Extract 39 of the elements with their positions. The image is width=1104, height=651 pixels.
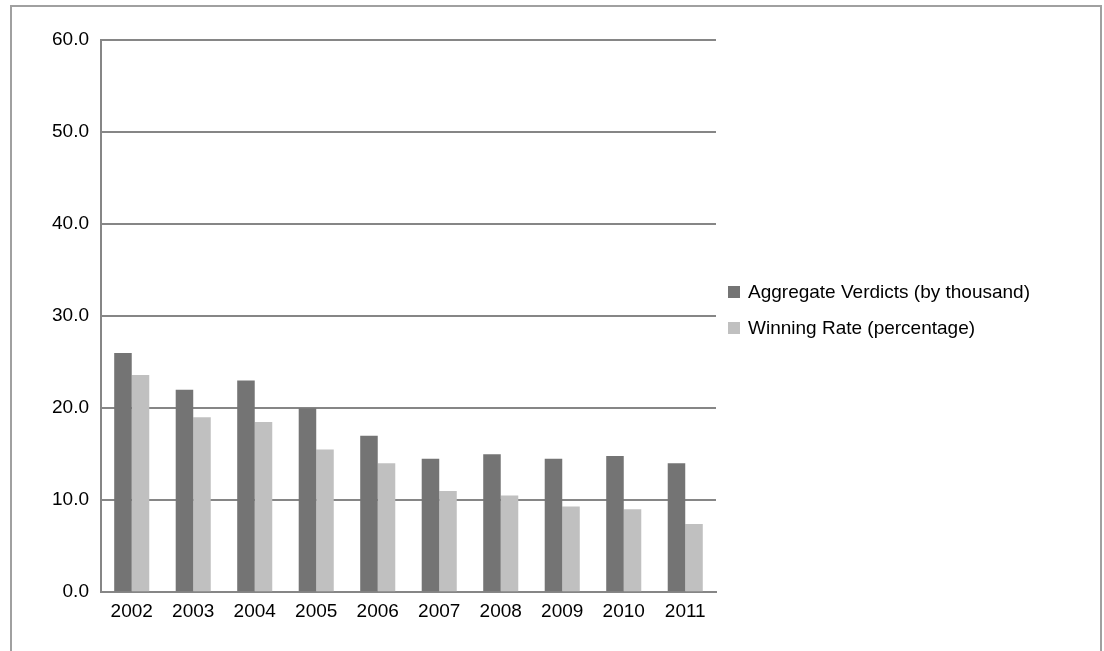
- y-tick-label: 0.0: [62, 580, 89, 602]
- x-tick-label: 2002: [110, 599, 153, 621]
- bar: [606, 455, 624, 592]
- y-tick-label: 30.0: [52, 304, 89, 326]
- bar: [254, 421, 273, 592]
- bar: [439, 490, 457, 592]
- bar: [562, 506, 580, 592]
- x-tick-label: 2008: [479, 599, 522, 621]
- bar: [114, 352, 132, 592]
- x-tick-label: 2010: [602, 599, 645, 621]
- y-tick-label: 10.0: [52, 488, 89, 510]
- bar: [421, 458, 440, 592]
- bar: [500, 495, 519, 592]
- bar: [483, 454, 501, 592]
- legend-label: Winning Rate (percentage): [747, 316, 977, 340]
- bar: [544, 458, 563, 592]
- x-tick-label: 2009: [541, 599, 584, 621]
- bar: [237, 380, 255, 592]
- y-tick-label: 20.0: [52, 396, 89, 418]
- y-tick-label: 60.0: [52, 28, 89, 50]
- bar: [667, 463, 686, 592]
- bar: [175, 389, 194, 592]
- bar: [360, 435, 378, 592]
- legend-label: Aggregate Verdicts (by thousand): [747, 280, 1031, 304]
- x-tick-label: 2004: [233, 599, 277, 621]
- bar: [316, 449, 334, 592]
- x-tick-label: 2011: [664, 599, 706, 621]
- y-tick-label: 50.0: [52, 120, 89, 142]
- x-tick-label: 2006: [356, 599, 399, 621]
- bar: [193, 417, 211, 592]
- bar: [131, 375, 150, 592]
- x-tick-label: 2003: [172, 599, 215, 621]
- x-tick-label: 2007: [418, 599, 461, 621]
- bar: [298, 408, 317, 592]
- bar: [623, 509, 642, 592]
- x-tick-label: 2005: [295, 599, 338, 621]
- bar: [377, 463, 396, 592]
- bar: [685, 524, 703, 592]
- y-tick-label: 40.0: [52, 212, 89, 234]
